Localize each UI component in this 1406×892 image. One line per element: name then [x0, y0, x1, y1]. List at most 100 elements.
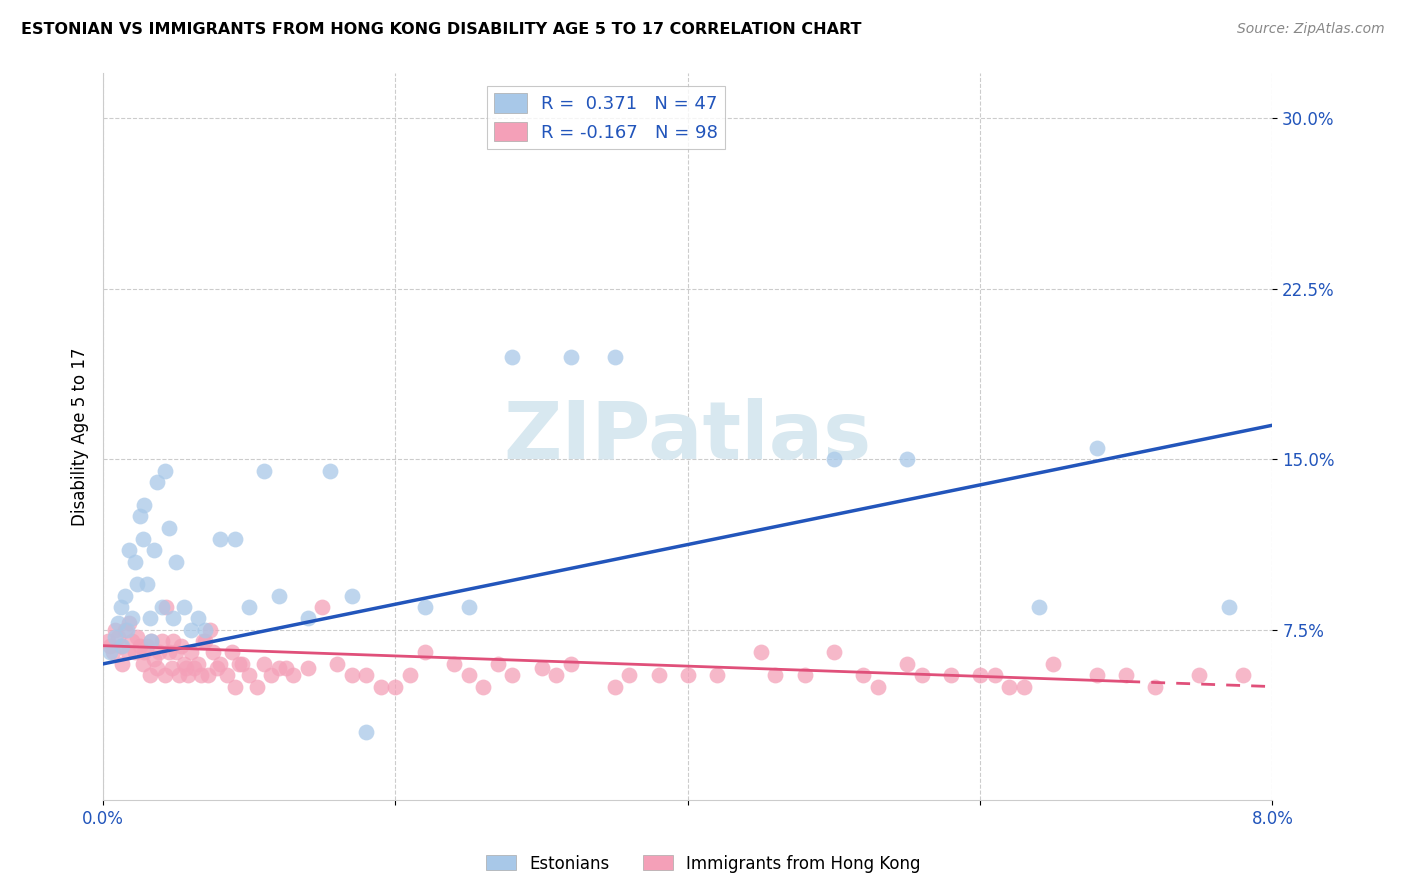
Point	[209, 532, 232, 546]
Point	[157, 645, 180, 659]
Point	[852, 668, 875, 682]
Point	[603, 350, 626, 364]
Point	[969, 668, 991, 682]
Point	[297, 661, 319, 675]
Point	[1085, 668, 1108, 682]
Point	[96, 634, 118, 648]
Point	[267, 589, 290, 603]
Point	[253, 657, 276, 671]
Point	[169, 639, 191, 653]
Point	[765, 668, 787, 682]
Point	[139, 668, 162, 682]
Point	[1115, 668, 1137, 682]
Point	[1028, 600, 1050, 615]
Point	[399, 668, 422, 682]
Point	[141, 634, 163, 648]
Point	[160, 661, 183, 675]
Point	[224, 532, 246, 546]
Point	[866, 680, 889, 694]
Point	[150, 600, 173, 615]
Point	[224, 680, 246, 694]
Point	[311, 600, 333, 615]
Point	[162, 611, 184, 625]
Point	[111, 639, 134, 653]
Point	[530, 661, 553, 675]
Point	[125, 577, 148, 591]
Point	[141, 634, 163, 648]
Point	[180, 645, 202, 659]
Point	[197, 668, 219, 682]
Point	[231, 657, 253, 671]
Point	[457, 600, 479, 615]
Point	[148, 645, 170, 659]
Point	[143, 652, 166, 666]
Point	[173, 600, 195, 615]
Point	[676, 668, 699, 682]
Point	[187, 657, 209, 671]
Point	[177, 668, 200, 682]
Point	[998, 680, 1021, 694]
Point	[246, 680, 269, 694]
Point	[155, 600, 177, 615]
Point	[354, 725, 377, 739]
Point	[153, 668, 176, 682]
Point	[194, 634, 217, 648]
Point	[121, 634, 143, 648]
Point	[128, 509, 150, 524]
Point	[115, 623, 138, 637]
Point	[326, 657, 349, 671]
Point	[146, 661, 169, 675]
Point	[136, 577, 159, 591]
Point	[823, 645, 845, 659]
Point	[217, 668, 239, 682]
Point	[111, 657, 134, 671]
Point	[124, 555, 146, 569]
Point	[131, 657, 153, 671]
Point	[1042, 657, 1064, 671]
Point	[238, 668, 260, 682]
Point	[165, 645, 187, 659]
Point	[983, 668, 1005, 682]
Point	[167, 668, 190, 682]
Point	[194, 623, 217, 637]
Point	[297, 611, 319, 625]
Point	[209, 657, 232, 671]
Point	[619, 668, 641, 682]
Legend: R =  0.371   N = 47, R = -0.167   N = 98: R = 0.371 N = 47, R = -0.167 N = 98	[486, 86, 725, 149]
Point	[132, 498, 155, 512]
Point	[157, 520, 180, 534]
Legend: Estonians, Immigrants from Hong Kong: Estonians, Immigrants from Hong Kong	[479, 848, 927, 880]
Point	[274, 661, 297, 675]
Point	[823, 452, 845, 467]
Point	[370, 680, 392, 694]
Point	[1085, 441, 1108, 455]
Point	[647, 668, 669, 682]
Point	[110, 600, 132, 615]
Point	[318, 464, 340, 478]
Point	[118, 615, 141, 630]
Point	[104, 630, 127, 644]
Point	[413, 645, 436, 659]
Point	[183, 661, 205, 675]
Point	[117, 645, 139, 659]
Point	[1188, 668, 1211, 682]
Point	[896, 452, 918, 467]
Point	[340, 589, 363, 603]
Point	[706, 668, 728, 682]
Text: ZIPatlas: ZIPatlas	[503, 398, 872, 475]
Point	[486, 657, 509, 671]
Point	[267, 661, 290, 675]
Point	[260, 668, 283, 682]
Point	[173, 657, 195, 671]
Point	[896, 657, 918, 671]
Point	[136, 639, 159, 653]
Point	[100, 645, 122, 659]
Point	[205, 661, 228, 675]
Point	[443, 657, 465, 671]
Point	[128, 639, 150, 653]
Point	[793, 668, 815, 682]
Point	[1012, 680, 1035, 694]
Point	[413, 600, 436, 615]
Point	[560, 350, 582, 364]
Point	[238, 600, 260, 615]
